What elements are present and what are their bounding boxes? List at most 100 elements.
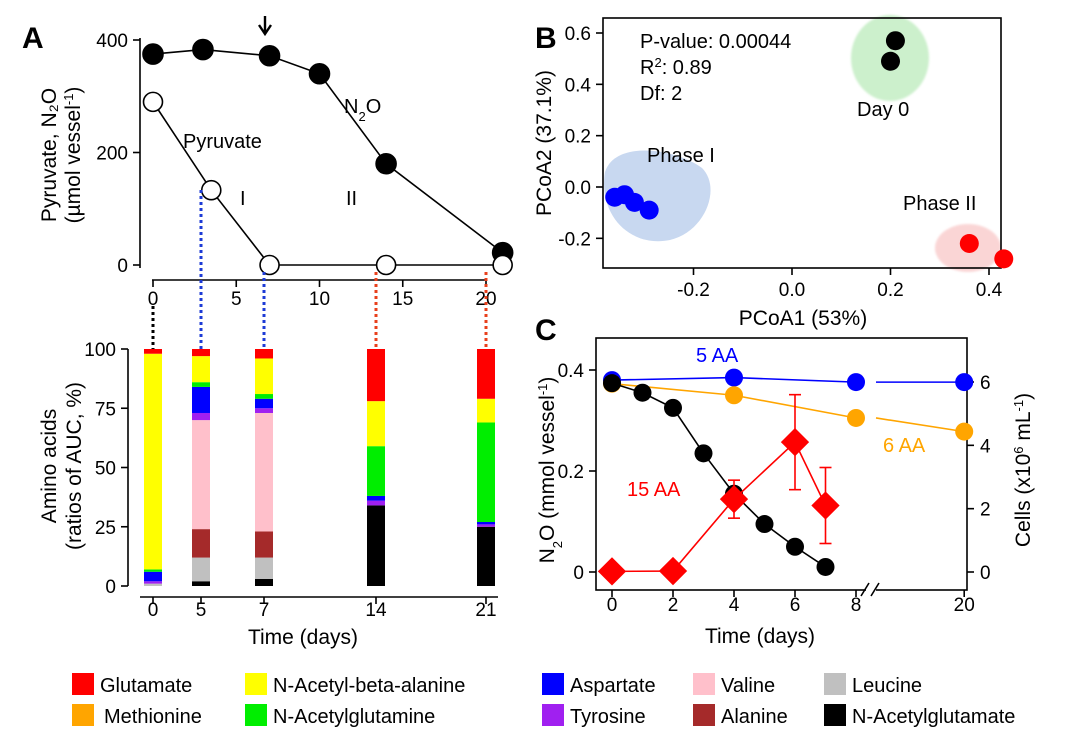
stacked-bar-segment (255, 398, 273, 409)
stacked-bar-segment (477, 526, 495, 586)
stacked-bar-segment (192, 581, 210, 586)
panel-label-b: B (535, 22, 557, 55)
cell-count-point (658, 556, 688, 586)
c-left-ytick-label: 0.4 (558, 361, 585, 382)
b-ytick-label: 0.2 (565, 127, 591, 148)
df-text: Df: 2 (640, 83, 682, 105)
c-xlabel: Time (days) (705, 625, 815, 648)
pyruvate-point (492, 254, 513, 276)
series-point-n2o-15-aa- (633, 383, 652, 402)
c-right-ytick-label: 4 (980, 436, 991, 457)
down-arrow-icon (258, 16, 272, 37)
b-ytick-label: 0.0 (565, 178, 591, 199)
legend-swatch (824, 704, 846, 726)
a-top-ytick-label: 200 (96, 144, 128, 165)
c-right-ytick-label: 6 (980, 373, 991, 394)
legend-swatch (693, 673, 715, 695)
a-bottom-ytick-label: 75 (95, 399, 116, 420)
panel-label-a: A (22, 22, 44, 55)
c-left-ytick-label: 0 (573, 563, 584, 584)
b-plot-frame (602, 17, 1002, 269)
pcoa-point (881, 51, 900, 71)
a-bottom-ytick-label: 100 (84, 340, 116, 361)
pcoa-point (994, 249, 1014, 269)
b-xtick-label: 0.2 (877, 280, 903, 301)
c-right-ytick-label: 0 (980, 563, 991, 584)
legend-label: Aspartate (570, 675, 656, 697)
n2o-annotation: N2O (344, 96, 381, 124)
series-point-6-aa (955, 422, 974, 441)
cell-count-point (719, 485, 749, 514)
stacked-bar-segment (192, 420, 210, 530)
connector-lines (151, 190, 488, 350)
stacked-bar-segment (367, 446, 385, 496)
series-point-n2o-15-aa- (694, 444, 713, 463)
b-ytick-label: 0.4 (565, 75, 592, 96)
stacked-bar-segment (255, 394, 273, 399)
stacked-bar-segment (367, 401, 385, 447)
legend-label: Methionine (104, 706, 202, 728)
legend-swatch (245, 704, 267, 726)
pyruvate-point (200, 179, 222, 201)
stacked-bar-segment (255, 408, 273, 413)
legend-swatch (542, 704, 564, 726)
phase-i-hull (604, 150, 711, 242)
a-top-ylabel-line1: Pyruvate, N₂O (38, 88, 61, 222)
c-xtick-label: 20 (954, 595, 975, 616)
stacked-bar-segment (367, 505, 385, 586)
stacked-bar-segment (144, 349, 162, 354)
phase-ii-label: Phase II (903, 193, 976, 215)
day0-label: Day 0 (857, 99, 909, 121)
cell-count-point (780, 428, 810, 457)
n2o-point (375, 152, 397, 175)
b-xlabel: PCoA1 (53%) (739, 307, 867, 330)
cell-count-point (597, 557, 627, 586)
series-point-n2o-15-aa- (816, 557, 835, 576)
stacked-bar-segment (192, 356, 210, 383)
pyruvate-point (259, 254, 280, 276)
n2o-point (308, 62, 331, 85)
a-top-ytick-label: 400 (96, 31, 128, 52)
cell-count-point (811, 491, 840, 520)
stacked-bar-segment (255, 578, 273, 586)
stacked-bar-segment (144, 571, 162, 582)
a-top-ylabel-line2: (µmol vessel-1) (61, 87, 86, 224)
a-top-ytick-label: 0 (117, 256, 128, 277)
legend-label: N-Acetyl-beta-alanine (273, 675, 465, 697)
stacked-bar-segment (255, 349, 273, 359)
legend-label: Tyrosine (570, 706, 646, 728)
pcoa-point (639, 200, 659, 220)
stacked-bar-segment (367, 349, 385, 402)
a-bottom-ytick-label: 50 (95, 459, 116, 480)
n2o-point (142, 43, 164, 65)
pcoa-point (624, 192, 644, 212)
a-bottom-ylabel-line2: (ratios of AUC, %) (63, 382, 86, 550)
c-xtick-label: 0 (607, 595, 618, 616)
c-xtick-label: 8 (851, 595, 862, 616)
series-point-6-aa (725, 386, 743, 405)
stacked-bar-segment (477, 422, 495, 523)
legend-swatch (245, 673, 267, 695)
c-xtick-label: 6 (790, 595, 801, 616)
c-right-ytick-label: 2 (980, 500, 991, 521)
stacked-bar-segment (367, 495, 385, 501)
legend-swatch (72, 704, 94, 726)
stacked-bar-segment (477, 522, 495, 525)
stacked-bar-segment (477, 349, 495, 399)
legend-label: Valine (721, 675, 775, 697)
a-bottom-xtick-label: 0 (148, 600, 159, 621)
b-xtick-label: 0.0 (779, 280, 805, 301)
a-bottom-ytick-label: 0 (105, 577, 116, 598)
series-label-6aa: 6 AA (883, 435, 926, 457)
series-point-5-aa (847, 373, 865, 392)
panel-a-bottom-plot: 0 25 50 75 100 0 5 7 14 21 Amino acids (ratios of… (38, 340, 498, 649)
stacked-bar-segment (255, 412, 273, 532)
axis-break-gap (866, 578, 876, 602)
series-point-n2o-15-aa- (664, 398, 682, 417)
phase-i-annotation: I (240, 188, 246, 210)
stacked-bar-segment (192, 557, 210, 582)
legend-swatch (542, 673, 564, 695)
